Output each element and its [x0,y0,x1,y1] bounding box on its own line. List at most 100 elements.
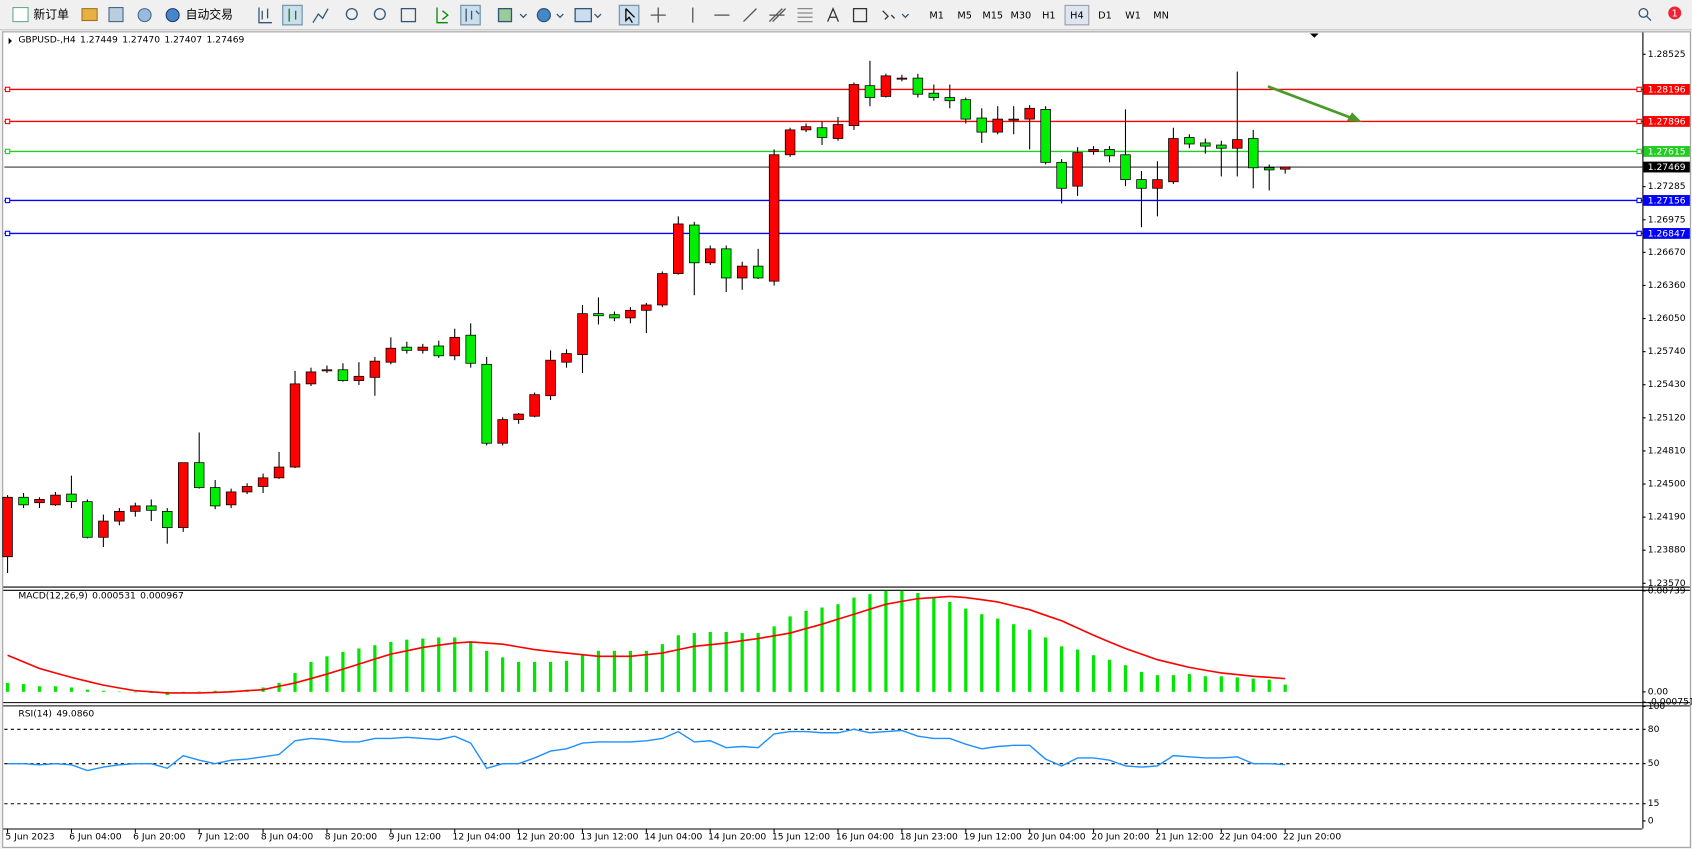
chart-shift-icon[interactable] [465,8,480,22]
candle-body [513,413,524,420]
signals-icon[interactable] [137,8,152,23]
ohlc-label: 1.27469 [207,34,245,45]
macd-bar [1012,624,1016,692]
x-tick-label: 8 Jun 20:00 [325,832,377,843]
notification-badge[interactable] [1668,6,1682,20]
timeframe-button[interactable]: M1 [929,11,944,22]
candle-body [832,124,844,139]
timeframe-button[interactable]: D1 [1098,11,1112,22]
line-chart-icon[interactable] [312,8,329,24]
market-watch-icon[interactable] [108,7,124,23]
price-tag [1643,84,1690,95]
templates-icon[interactable] [574,7,592,23]
new-order-icon[interactable] [12,7,29,23]
fibo-icon[interactable] [797,7,813,23]
y-tick-label: 15 [1648,798,1660,809]
macd-bar [1028,629,1032,692]
dropdown[interactable] [519,13,528,19]
arrows-icon[interactable] [882,10,896,20]
notification-count: 1 [1672,8,1678,19]
crosshair-icon[interactable] [650,7,666,23]
indicators-icon[interactable] [497,7,513,23]
x-tick-label: 20 Jun 04:00 [1028,832,1086,843]
autoscroll-icon[interactable] [436,7,449,24]
candle-body [289,383,301,468]
candle-body [433,345,444,357]
zoom-in-icon[interactable] [345,7,358,21]
zoom-out-icon[interactable] [373,7,386,21]
macd-bar [1091,655,1096,692]
label-icon[interactable] [852,7,868,23]
bar-chart-icon[interactable] [258,7,272,24]
dropdown[interactable] [556,13,564,19]
candle-chart-button[interactable] [282,4,303,26]
folder-icon[interactable] [81,8,98,22]
macd-bar [852,597,856,692]
candle-body [2,496,13,558]
macd-bar [5,682,10,692]
cursor-icon[interactable] [625,8,635,24]
macd-bar [1251,678,1255,692]
x-tick-label: 7 Jun 12:00 [197,832,249,843]
macd-bar [868,594,872,692]
candle-body [321,369,333,372]
line-handle [4,230,11,237]
y-tick-label: 0 [1648,815,1654,826]
dropdown[interactable] [594,13,602,19]
line-handle [4,118,11,125]
auto-trading[interactable]: 自动交易 [186,8,233,22]
y-tick-label: 1.25740 [1648,346,1686,357]
price-tag-label: 1.27469 [1648,162,1686,173]
timeframe-button[interactable]: M30 [1010,11,1031,22]
dropdown[interactable] [901,13,910,19]
timeframe-button[interactable]: H4 [1070,11,1083,22]
macd-bar [389,641,393,692]
chart-shift-button[interactable] [460,4,481,26]
macd-bar [516,661,521,692]
y-tick-label: 50 [1648,758,1660,769]
cursor-button[interactable] [618,4,640,26]
candle-chart-icon[interactable] [288,8,297,22]
macd-bar [548,661,553,692]
tile-icon[interactable] [400,7,417,23]
trendline-icon[interactable] [743,8,757,23]
macd-bar [580,654,585,692]
new-order[interactable]: 新订单 [33,8,69,22]
text-icon[interactable] [827,6,840,22]
candle-body [705,248,716,264]
macd-bar [676,635,680,692]
search-handle[interactable] [1646,15,1652,21]
timeframe-button[interactable]: H1 [1042,11,1055,22]
candle-body [193,462,205,488]
macd-bar [421,638,425,692]
auto-trading-icon[interactable] [165,8,180,23]
x-tick-label: 5 Jun 2023 [5,832,54,843]
candle-body [1072,152,1083,187]
y-tick-label: 1.26975 [1648,214,1686,225]
search-icon[interactable] [1638,7,1649,18]
candle-body [673,223,684,274]
macd-bar [900,590,904,692]
timeframe-button[interactable]: W1 [1125,11,1141,22]
candle-body [641,304,652,311]
macd-bar [1123,665,1128,692]
periods-icon[interactable] [536,7,551,23]
candle-body [177,462,189,528]
macd-bar [453,637,457,692]
line-handle [1636,230,1642,237]
macd-bar [85,689,90,692]
y-tick-label: -0.000751 [1648,697,1692,708]
candle-body [1056,161,1067,189]
timeframe-button[interactable]: M5 [957,11,972,22]
candle-body [848,84,860,126]
x-tick-label: 6 Jun 20:00 [133,832,185,843]
line-handle [1636,118,1642,125]
timeframe-button[interactable]: M15 [982,11,1003,22]
timeframe-button[interactable]: MN [1153,11,1169,22]
macd-bar [948,601,952,692]
channel-icon[interactable] [768,8,787,23]
line-handle [1636,148,1642,155]
candle-body [768,154,780,282]
macd-bar [708,631,712,692]
